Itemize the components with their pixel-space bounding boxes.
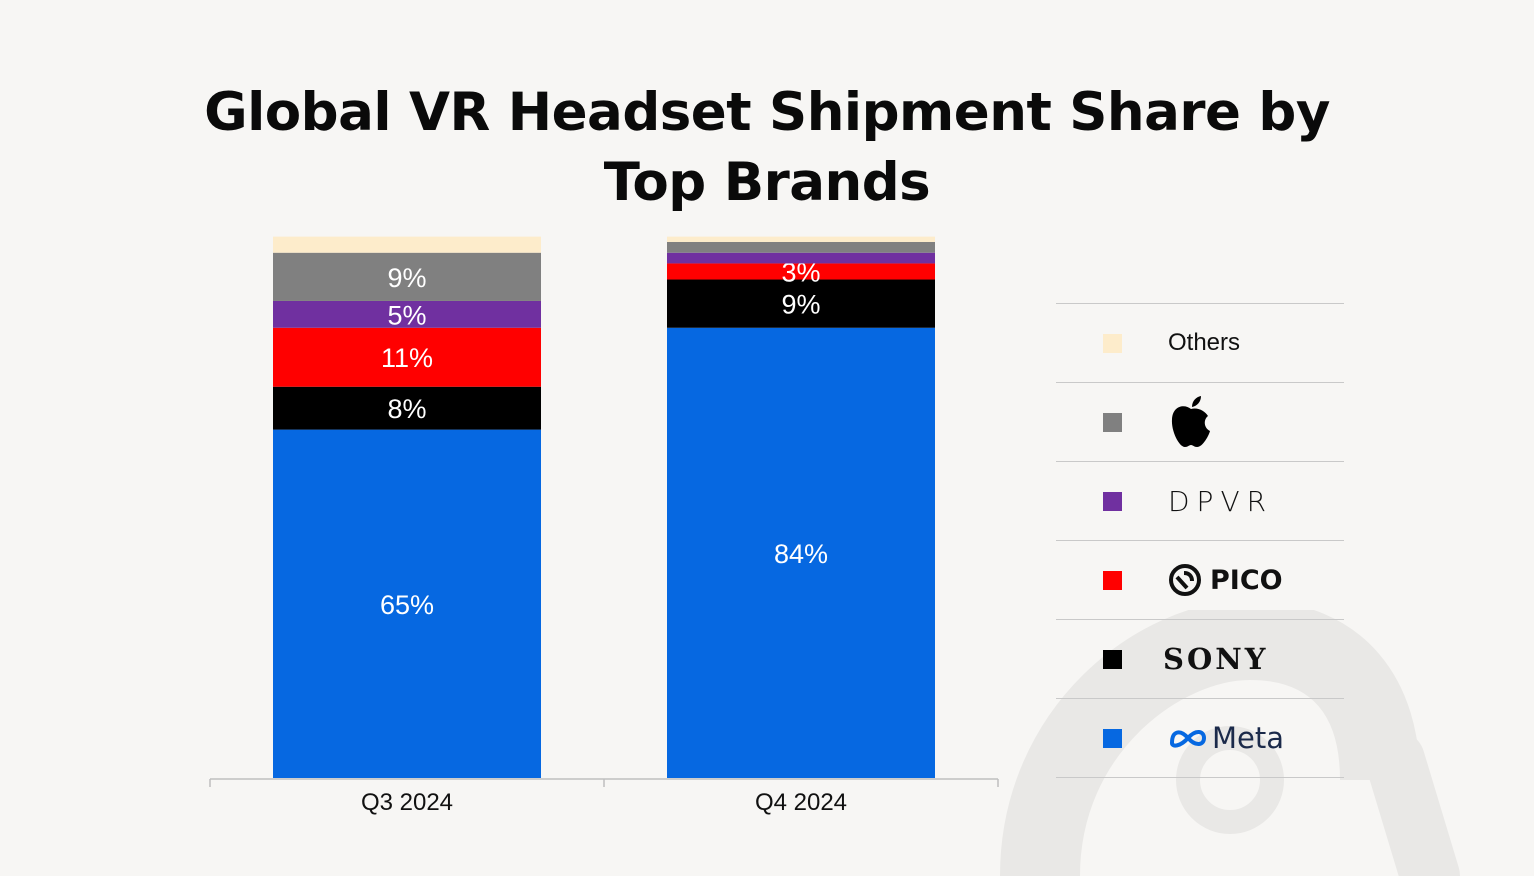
- bar-segment-others-q4-2024: [667, 236, 935, 242]
- dpvr-logo: DPVR: [1168, 484, 1274, 518]
- bar-segment-dpvr-q3-2024: [273, 300, 541, 328]
- x-axis: [209, 778, 999, 787]
- legend-swatch-others: [1103, 334, 1122, 353]
- legend-item-meta: Meta: [1056, 698, 1344, 778]
- data-label: 9%: [387, 263, 426, 293]
- title-line-1: Global VR Headset Shipment Share by: [204, 82, 1330, 143]
- data-label: 84%: [774, 539, 828, 569]
- stacked-bar-chart: 65%8%11%5%9%84%9%3% Q3 2024 Q4 2024: [209, 236, 999, 816]
- data-label: 8%: [387, 394, 426, 424]
- meta-logo: Meta: [1212, 721, 1285, 755]
- bar-segment-apple-q4-2024: [667, 242, 935, 253]
- data-label: 9%: [781, 290, 820, 320]
- bar-segment-pico-q3-2024: [273, 327, 541, 387]
- bar-segment-meta-q4-2024: [667, 327, 935, 778]
- apple-logo-icon: [1171, 396, 1210, 447]
- bar-segment-apple-q3-2024: [273, 252, 541, 301]
- legend-item-apple: [1056, 382, 1344, 461]
- title-line-2: Top Brands: [603, 152, 931, 213]
- legend-swatch-sony: [1103, 650, 1122, 669]
- watermark-logo-icon: [1000, 610, 1460, 876]
- sony-logo: SONY: [1163, 642, 1269, 676]
- bar-segment-pico-q4-2024: [667, 263, 935, 280]
- pico-logo: PICO: [1210, 564, 1283, 596]
- legend-item-pico: PICO: [1056, 540, 1344, 619]
- legend-item-dpvr: DPVR: [1056, 461, 1344, 540]
- meta-infinity-icon: [1169, 730, 1207, 748]
- legend: Others DPVR PICO SONY: [1056, 303, 1344, 778]
- data-label: 11%: [381, 343, 433, 373]
- data-label: 65%: [380, 590, 434, 620]
- legend-swatch-dpvr: [1103, 492, 1122, 511]
- bar-segment-meta-q3-2024: [273, 429, 541, 778]
- legend-swatch-apple: [1103, 413, 1122, 432]
- data-label: 5%: [387, 300, 426, 330]
- x-tick-label: Q4 2024: [755, 789, 847, 816]
- bar-segment-sony-q4-2024: [667, 279, 935, 328]
- chart-title: Global VR Headset Shipment Share by Top …: [0, 78, 1534, 218]
- bar-segment-dpvr-q4-2024: [667, 252, 935, 264]
- legend-swatch-meta: [1103, 729, 1122, 748]
- bar-segment-sony-q3-2024: [273, 386, 541, 430]
- legend-item-others: Others: [1056, 303, 1344, 382]
- legend-swatch-pico: [1103, 571, 1122, 590]
- x-tick-label: Q3 2024: [361, 789, 453, 816]
- pico-logo-icon: [1169, 564, 1201, 596]
- bars-group: 65%8%11%5%9%84%9%3%: [273, 236, 935, 778]
- bar-segment-others-q3-2024: [273, 236, 541, 253]
- legend-label-others: Others: [1168, 329, 1241, 356]
- legend-item-sony: SONY: [1056, 619, 1344, 698]
- x-tick-labels: Q3 2024 Q4 2024: [361, 789, 847, 816]
